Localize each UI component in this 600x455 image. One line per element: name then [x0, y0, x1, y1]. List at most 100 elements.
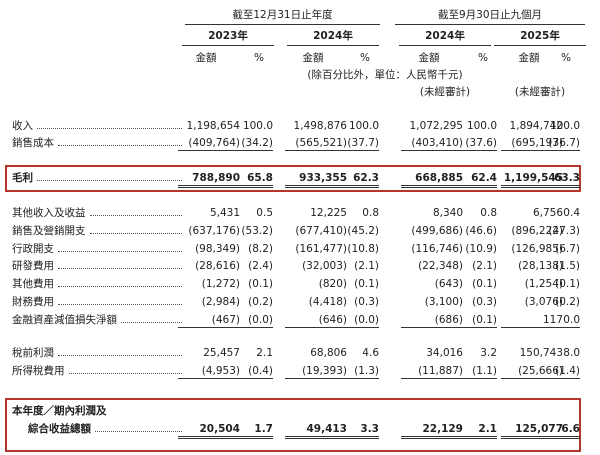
cell-value: 65.8 [239, 171, 273, 188]
cell-value: (0.4) [239, 364, 273, 379]
cell-value: (3,100) [424, 296, 463, 308]
row-label: 其他費用 [12, 277, 182, 291]
row-label-text: 行政開支 [12, 243, 54, 255]
cell-value: 668,885 [401, 171, 463, 188]
row-label-text: 銷售成本 [12, 137, 54, 149]
row-label: 行政開支 [12, 242, 182, 256]
cell-value: 6.6 [546, 422, 580, 439]
year-header: 2024年 [313, 30, 353, 42]
row-label: 金融資產減值損失淨額 [12, 313, 182, 327]
cell-value: (6.7) [555, 243, 580, 255]
cell-value: (4,418) [308, 296, 347, 308]
cell-value: 117 [501, 313, 563, 328]
period-header: 截至9月30日止九個月 [437, 9, 543, 21]
leader-dots [58, 242, 182, 252]
year-header: 2025年 [520, 30, 560, 42]
cell-value: (686) [401, 313, 463, 328]
column-label: % [478, 52, 488, 64]
cell-value: (28,138) [518, 260, 563, 272]
cell-value: 25,457 [203, 347, 240, 359]
cell-value: (0.3) [354, 296, 379, 308]
cell-value: (98,349) [195, 243, 240, 255]
highlight-box [5, 165, 581, 192]
column-label: 金額 [418, 52, 440, 64]
leader-dots [58, 295, 182, 305]
cell-value: (11,887) [401, 364, 463, 379]
leader-dots [58, 259, 182, 269]
cell-value: 1,199,545 [501, 171, 563, 188]
year-rule [399, 45, 491, 46]
cell-value: 1,498,876 [293, 120, 347, 132]
cell-value: (499,686) [411, 225, 463, 237]
header-rule [395, 24, 585, 25]
row-label: 收入 [12, 119, 182, 133]
cell-value: 4.6 [362, 347, 379, 359]
cell-value: (896,222) [511, 225, 563, 237]
cell-value: (22,348) [418, 260, 463, 272]
leader-dots [121, 313, 182, 323]
unaudited-note: (未經審計) [419, 86, 471, 98]
row-label: 綜合收益總額 [28, 422, 182, 436]
cell-value: (0.1) [463, 313, 497, 328]
highlight-box [5, 398, 581, 452]
cell-value: (2.4) [248, 260, 273, 272]
cell-value: (0.0) [239, 313, 273, 328]
row-label-text: 其他費用 [12, 278, 54, 290]
cell-value: 5,431 [209, 207, 240, 219]
row-label: 本年度／期內利潤及 [12, 405, 107, 417]
cell-value: 3.3 [345, 422, 379, 439]
cell-value: 0.0 [546, 313, 580, 328]
cell-value: (643) [434, 278, 463, 290]
cell-value: 8,340 [432, 207, 463, 219]
cell-value: (45.2) [347, 225, 379, 237]
cell-value: (37.7) [345, 136, 379, 151]
row-label-text: 所得稅費用 [12, 365, 65, 377]
cell-value: (1,254) [524, 278, 563, 290]
row-label: 毛利 [12, 171, 182, 185]
column-label: % [360, 52, 370, 64]
cell-value: 100.0 [549, 120, 580, 132]
cell-value: (28,616) [195, 260, 240, 272]
cell-value: 3.2 [480, 347, 497, 359]
cell-value: 1,894,742 [509, 120, 563, 132]
row-label-text: 綜合收益總額 [28, 423, 91, 435]
cell-value: (46.6) [465, 225, 497, 237]
cell-value: 0.8 [362, 207, 379, 219]
column-label: 金額 [302, 52, 324, 64]
cell-value: 34,016 [426, 347, 463, 359]
cell-value: (0.3) [472, 296, 497, 308]
leader-dots [58, 136, 182, 146]
cell-value: (1,272) [201, 278, 240, 290]
cell-value: 6,756 [532, 207, 563, 219]
cell-value: (32,003) [302, 260, 347, 272]
cell-value: 100.0 [242, 120, 273, 132]
cell-value: (126,985) [511, 243, 563, 255]
cell-value: (34.2) [239, 136, 273, 151]
period-header: 截至12月31日止年度 [232, 9, 333, 21]
cell-value: (36.7) [546, 136, 580, 151]
row-label: 所得稅費用 [12, 364, 182, 378]
cell-value: (2,984) [201, 296, 240, 308]
cell-value: 0.8 [480, 207, 497, 219]
leader-dots [37, 119, 182, 129]
cell-value: (1.3) [345, 364, 379, 379]
cell-value: (37.6) [463, 136, 497, 151]
cell-value: 0.5 [256, 207, 273, 219]
year-header: 2024年 [425, 30, 465, 42]
year-rule [287, 45, 379, 46]
cell-value: (409,764) [178, 136, 240, 151]
row-label-text: 銷售及營銷開支 [12, 225, 86, 237]
year-header: 2023年 [208, 30, 248, 42]
header-rule [185, 24, 380, 25]
column-label: 金額 [195, 52, 217, 64]
row-label: 研發費用 [12, 259, 182, 273]
cell-value: (4,953) [178, 364, 240, 379]
leader-dots [95, 422, 182, 432]
leader-dots [58, 277, 182, 287]
cell-value: (820) [318, 278, 347, 290]
cell-value: (0.1) [555, 278, 580, 290]
cell-value: (2.1) [354, 260, 379, 272]
row-label-text: 收入 [12, 120, 33, 132]
row-label: 其他收入及收益 [12, 206, 182, 220]
